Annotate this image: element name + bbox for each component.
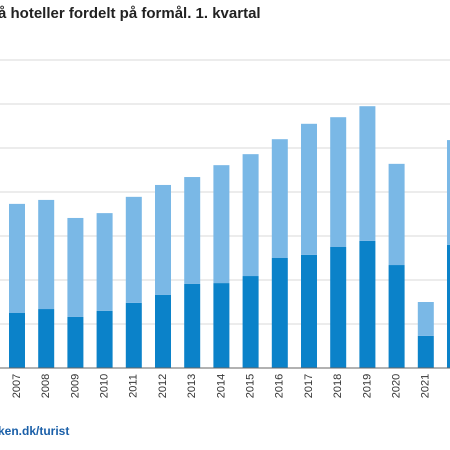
x-tick-label: 2011 — [128, 374, 140, 398]
chart-title: å hoteller fordelt på formål. 1. kvartal — [0, 5, 261, 22]
bar-segment — [388, 265, 405, 368]
bar-segment — [417, 302, 434, 336]
bar-segment — [301, 123, 317, 255]
bar-segment — [67, 217, 84, 317]
bar-segment — [213, 165, 230, 284]
bar-segment — [242, 276, 259, 368]
x-tick-label: 2008 — [40, 374, 52, 398]
bar-segment — [271, 139, 288, 258]
bar-segment — [125, 196, 142, 303]
bar-segment — [155, 184, 171, 295]
bar-segment — [96, 213, 113, 311]
bar-segment — [359, 240, 376, 368]
bar-segment — [125, 302, 142, 368]
bar-segment — [38, 309, 55, 368]
x-tick-label: 2010 — [99, 374, 111, 398]
bar-segment — [417, 335, 434, 368]
source: ken.dk/turist — [0, 424, 69, 438]
x-tick-label: 2019 — [361, 374, 373, 398]
x-tick-label: 2017 — [303, 374, 315, 398]
bar-segment — [447, 244, 450, 368]
bar-segment — [242, 154, 259, 277]
bar-segment — [67, 316, 84, 368]
bar-segment — [96, 310, 113, 368]
x-tick-label: 2016 — [274, 374, 286, 398]
x-tick-label: 2009 — [69, 374, 81, 398]
bar-segment — [330, 247, 347, 368]
bar-segment — [388, 163, 405, 266]
bar-segment — [9, 203, 25, 313]
bar-segment — [155, 294, 171, 368]
bar-segment — [38, 199, 55, 310]
bar-segment — [359, 106, 376, 241]
x-tick-label: 2007 — [11, 374, 23, 398]
x-tick-label: 2012 — [157, 374, 169, 398]
bar-segment — [330, 117, 347, 247]
x-tick-label: 2018 — [332, 374, 344, 398]
bar-segment — [447, 140, 450, 245]
bar-segment — [184, 283, 201, 368]
bar-segment — [184, 177, 201, 284]
x-tick-label: 2021 — [420, 374, 432, 398]
bar-segment — [9, 313, 25, 368]
bar-segment — [301, 254, 317, 368]
x-tick-label: 2020 — [391, 374, 403, 398]
bar-segment — [271, 258, 288, 368]
x-tick-label: 2013 — [186, 374, 198, 398]
bar-segment — [213, 283, 230, 368]
x-tick-label: 2015 — [245, 374, 257, 398]
x-tick-label: 2014 — [215, 374, 227, 398]
